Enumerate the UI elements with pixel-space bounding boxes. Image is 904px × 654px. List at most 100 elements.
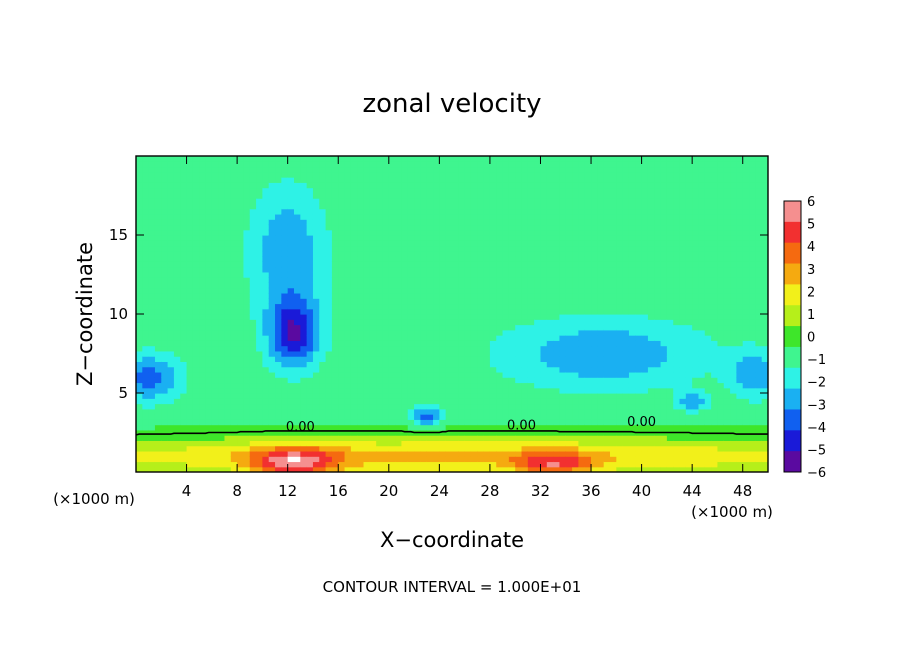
heatmap-cell [521,156,529,162]
heatmap-cell [325,350,333,357]
heatmap-cell [591,419,598,426]
heatmap-cell [452,366,459,373]
heatmap-cell [534,156,542,162]
heatmap-cell [205,414,213,420]
heatmap-cell [357,319,365,326]
heatmap-cell [180,213,188,220]
heatmap-cell [388,429,396,436]
heatmap-cell [319,450,327,457]
heatmap-cell [338,324,346,331]
heatmap-cell [344,303,352,310]
heatmap-cell [167,366,175,373]
heatmap-cell [180,445,188,452]
heatmap-cell [218,414,226,420]
heatmap-cell [243,171,251,178]
heatmap-cell [294,398,301,405]
heatmap-cell [515,319,523,326]
heatmap-cell [572,271,579,278]
heatmap-cell [192,398,200,405]
heatmap-cell [237,398,245,405]
heatmap-cell [148,161,156,168]
heatmap-cell [433,287,440,294]
heatmap-cell [350,466,358,472]
heatmap-cell [192,298,200,305]
heatmap-cell [489,277,497,283]
heatmap-cell [199,450,207,457]
heatmap-cell [401,419,409,426]
heatmap-cell [262,366,270,373]
heatmap-cell [483,403,491,410]
heatmap-cell [628,356,636,362]
heatmap-cell [483,456,491,463]
heatmap-cell [559,361,567,368]
heatmap-cell [654,261,662,268]
heatmap-cell [249,298,257,305]
heatmap-cell [654,161,662,168]
heatmap-cell [268,387,276,394]
heatmap-cell [559,308,567,315]
heatmap-cell [546,229,554,236]
heatmap-cell [173,440,181,447]
heatmap-cell [287,424,295,431]
heatmap-cell [546,335,554,341]
heatmap-cell [395,156,403,162]
heatmap-cell [268,456,276,463]
heatmap-cell [300,429,308,436]
heatmap-cell [294,408,301,415]
heatmap-cell [350,187,358,194]
heatmap-cell [414,319,421,326]
heatmap-cell [344,245,352,252]
heatmap-cell [369,429,377,436]
heatmap-cell [161,240,169,247]
heatmap-cell [173,292,181,299]
heatmap-cell [597,319,605,326]
heatmap-cell [338,187,346,194]
heatmap-cell [496,324,504,331]
heatmap-cell [553,445,561,452]
heatmap-cell [452,361,459,368]
heatmap-cell [161,450,169,457]
heatmap-cell [294,277,301,283]
heatmap-cell [218,350,226,357]
heatmap-cell [603,340,611,347]
heatmap-cell [369,366,377,373]
heatmap-cell [584,177,592,183]
heatmap-cell [369,198,377,204]
heatmap-cell [230,319,238,326]
heatmap-cell [540,213,548,220]
heatmap-cell [597,277,605,283]
heatmap-cell [458,456,466,463]
heatmap-cell [186,371,194,378]
heatmap-cell [395,192,403,199]
heatmap-cell [603,292,611,299]
heatmap-cell [470,445,478,452]
heatmap-cell [262,466,270,472]
heatmap-cell [489,266,497,273]
heatmap-cell [433,308,440,315]
heatmap-cell [230,461,238,468]
heatmap-cell [350,161,358,168]
heatmap-cell [262,235,270,241]
heatmap-cell [230,456,238,463]
heatmap-cell [572,187,579,194]
heatmap-cell [294,371,301,378]
heatmap-cell [610,213,617,220]
heatmap-cell [275,261,282,268]
heatmap-cell [148,261,156,268]
heatmap-cell [635,161,643,168]
heatmap-cell [230,287,238,294]
heatmap-cell [312,219,320,226]
heatmap-cell [534,266,542,273]
heatmap-cell [496,235,504,241]
heatmap-cell [154,171,162,178]
heatmap-cell [325,429,333,436]
heatmap-cell [237,335,245,341]
heatmap-cell [287,182,295,189]
heatmap-cell [325,166,333,173]
heatmap-cell [243,350,251,357]
heatmap-cell [647,161,655,168]
heatmap-cell [376,240,384,247]
heatmap-cell [262,408,270,415]
heatmap-cell [578,414,586,420]
heatmap-cell [142,235,150,241]
